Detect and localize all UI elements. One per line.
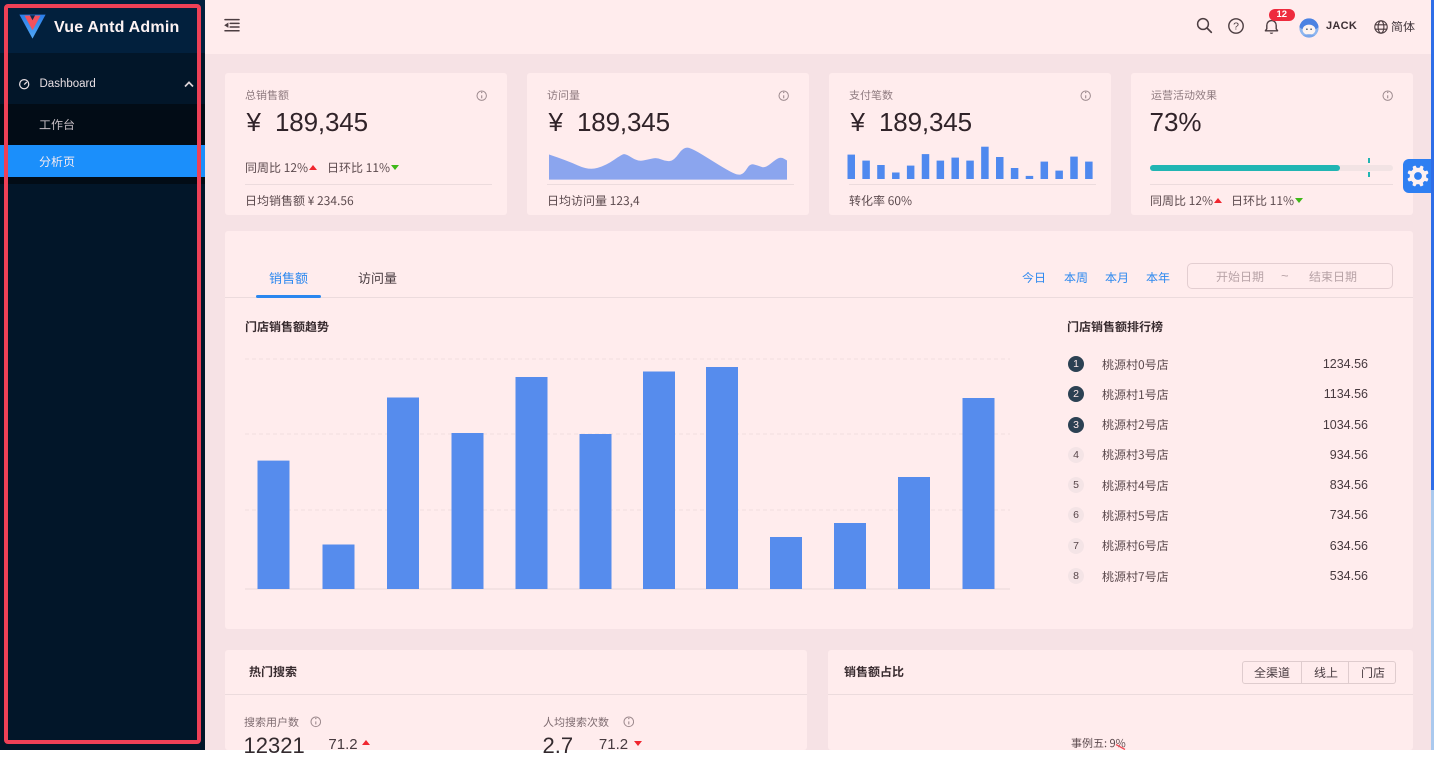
svg-text:?: ? — [1233, 21, 1239, 33]
